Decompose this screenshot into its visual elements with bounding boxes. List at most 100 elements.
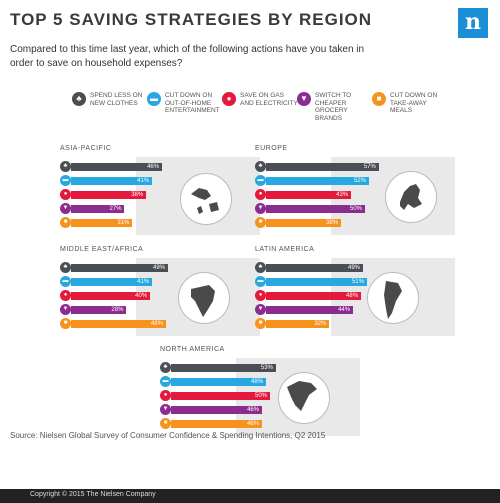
bar-row: ▬ 48% bbox=[160, 376, 281, 387]
source-note: Source: Nielsen Global Survey of Consume… bbox=[10, 431, 326, 440]
bar-value-label: 43% bbox=[336, 192, 349, 198]
ticket-icon: ▬ bbox=[60, 175, 71, 186]
europe-map bbox=[385, 171, 437, 223]
north-america-map bbox=[278, 372, 330, 424]
bar: 52% bbox=[266, 177, 369, 185]
bar-row: ▬ 41% bbox=[60, 276, 181, 287]
bar-row: ● 48% bbox=[255, 290, 376, 301]
region-panel: LATIN AMERICA ♣ 49% ▬ 51% ● 48% ▼ 44% ■ 32% bbox=[255, 246, 455, 336]
bar-value-label: 31% bbox=[117, 220, 130, 226]
region-panel: EUROPE ♣ 57% ▬ 52% ● 43% ▼ 50% ■ 38% bbox=[255, 145, 455, 235]
bar-row: ● 40% bbox=[60, 290, 181, 301]
bar-row: ■ 48% bbox=[60, 318, 181, 329]
bar-value-label: 27% bbox=[109, 206, 122, 212]
bar-value-label: 28% bbox=[111, 307, 124, 313]
bar: 51% bbox=[266, 278, 367, 286]
shirt-icon: ♣ bbox=[72, 92, 86, 106]
bar-value-label: 49% bbox=[153, 265, 166, 271]
asia-pacific-map bbox=[180, 173, 232, 225]
ticket-icon: ▬ bbox=[60, 276, 71, 287]
bar-row: ▬ 51% bbox=[255, 276, 376, 287]
bar: 50% bbox=[171, 392, 270, 400]
shirt-icon: ♣ bbox=[60, 262, 71, 273]
bar: 40% bbox=[71, 292, 151, 300]
bar: 43% bbox=[266, 191, 352, 199]
bar: 53% bbox=[171, 364, 276, 372]
bar-row: ▼ 27% bbox=[60, 203, 181, 214]
shopping-cart-icon: ▼ bbox=[255, 203, 266, 214]
bar-value-label: 57% bbox=[363, 164, 376, 170]
bar-value-label: 38% bbox=[131, 192, 144, 198]
bar-row: ● 43% bbox=[255, 189, 376, 200]
legend-label: SPEND LESS ON NEW CLOTHES bbox=[90, 92, 143, 107]
bar-row: ■ 46% bbox=[160, 418, 281, 429]
footer-bar: Copyright © 2015 The Nielsen Company bbox=[0, 489, 500, 503]
legend-item: ■ CUT DOWN ON TAKE-AWAY MEALS bbox=[372, 90, 444, 126]
bar-row: ● 50% bbox=[160, 390, 281, 401]
africa-map bbox=[178, 272, 230, 324]
bar-value-label: 41% bbox=[137, 178, 150, 184]
bar-value-label: 48% bbox=[251, 379, 264, 385]
bar-value-label: 52% bbox=[353, 178, 366, 184]
legend-label: CUT DOWN ON OUT-OF-HOME ENTERTAINMENT bbox=[165, 92, 220, 114]
bar: 44% bbox=[266, 306, 354, 314]
bar-row: ♣ 53% bbox=[160, 362, 281, 373]
ticket-icon: ▬ bbox=[255, 276, 266, 287]
bar-row: ♣ 57% bbox=[255, 161, 379, 172]
region-name: NORTH AMERICA bbox=[160, 346, 225, 353]
bar: 49% bbox=[266, 264, 364, 272]
bar: 46% bbox=[171, 420, 263, 428]
region-panel: NORTH AMERICA ♣ 53% ▬ 48% ● 50% ▼ 46% ■ 46% bbox=[160, 346, 360, 436]
region-panel: MIDDLE EAST/AFRICA ♣ 49% ▬ 41% ● 40% ▼ 28% ■ 48% bbox=[60, 246, 260, 336]
piggy-bank-icon: ● bbox=[60, 189, 71, 200]
bar: 48% bbox=[171, 378, 267, 386]
bar-value-label: 51% bbox=[351, 279, 364, 285]
shirt-icon: ♣ bbox=[255, 161, 266, 172]
bar: 48% bbox=[71, 320, 167, 328]
legend-label: CUT DOWN ON TAKE-AWAY MEALS bbox=[390, 92, 438, 114]
bar-row: ♣ 49% bbox=[255, 262, 376, 273]
bar-row: ■ 32% bbox=[255, 318, 376, 329]
page-title: TOP 5 SAVING STRATEGIES BY REGION bbox=[10, 10, 373, 29]
bar: 31% bbox=[71, 219, 133, 227]
bar: 38% bbox=[266, 219, 342, 227]
bar-row: ♣ 46% bbox=[60, 161, 181, 172]
legend: ♣ SPEND LESS ON NEW CLOTHES ▬ CUT DOWN ON O… bbox=[72, 90, 472, 130]
bar-value-label: 46% bbox=[147, 164, 160, 170]
south-america-map bbox=[367, 272, 419, 324]
bar-value-label: 49% bbox=[348, 265, 361, 271]
bar: 32% bbox=[266, 320, 330, 328]
bar-value-label: 46% bbox=[247, 407, 260, 413]
region-panel: ASIA-PACIFIC ♣ 46% ▬ 41% ● 38% ▼ 27% ■ 31% bbox=[60, 145, 260, 235]
region-name: MIDDLE EAST/AFRICA bbox=[60, 246, 144, 253]
bar-row: ▬ 52% bbox=[255, 175, 376, 186]
bar-value-label: 40% bbox=[135, 293, 148, 299]
bar: 28% bbox=[71, 306, 127, 314]
bar-row: ▼ 28% bbox=[60, 304, 181, 315]
bar: 48% bbox=[266, 292, 362, 300]
bar: 50% bbox=[266, 205, 365, 213]
shopping-cart-icon: ▼ bbox=[60, 203, 71, 214]
legend-label: SWITCH TO CHEAPER GROCERY BRANDS bbox=[315, 92, 352, 122]
bar-row: ■ 38% bbox=[255, 217, 376, 228]
meal-icon: ■ bbox=[160, 418, 171, 429]
legend-item: ▼ SWITCH TO CHEAPER GROCERY BRANDS bbox=[297, 90, 369, 126]
bar-value-label: 48% bbox=[346, 293, 359, 299]
bar: 38% bbox=[71, 191, 147, 199]
bar-row: ■ 31% bbox=[60, 217, 181, 228]
ticket-icon: ▬ bbox=[255, 175, 266, 186]
ticket-icon: ▬ bbox=[160, 376, 171, 387]
region-name: ASIA-PACIFIC bbox=[60, 145, 112, 152]
piggy-bank-icon: ● bbox=[255, 189, 266, 200]
bar-value-label: 50% bbox=[254, 393, 267, 399]
bar: 27% bbox=[71, 205, 125, 213]
bar-value-label: 48% bbox=[151, 321, 164, 327]
bar-row: ● 38% bbox=[60, 189, 181, 200]
meal-icon: ■ bbox=[372, 92, 386, 106]
bar-value-label: 41% bbox=[137, 279, 150, 285]
bar-row: ♣ 49% bbox=[60, 262, 181, 273]
bar: 57% bbox=[266, 163, 379, 171]
shopping-cart-icon: ▼ bbox=[60, 304, 71, 315]
bar-value-label: 53% bbox=[260, 365, 273, 371]
ticket-icon: ▬ bbox=[147, 92, 161, 106]
